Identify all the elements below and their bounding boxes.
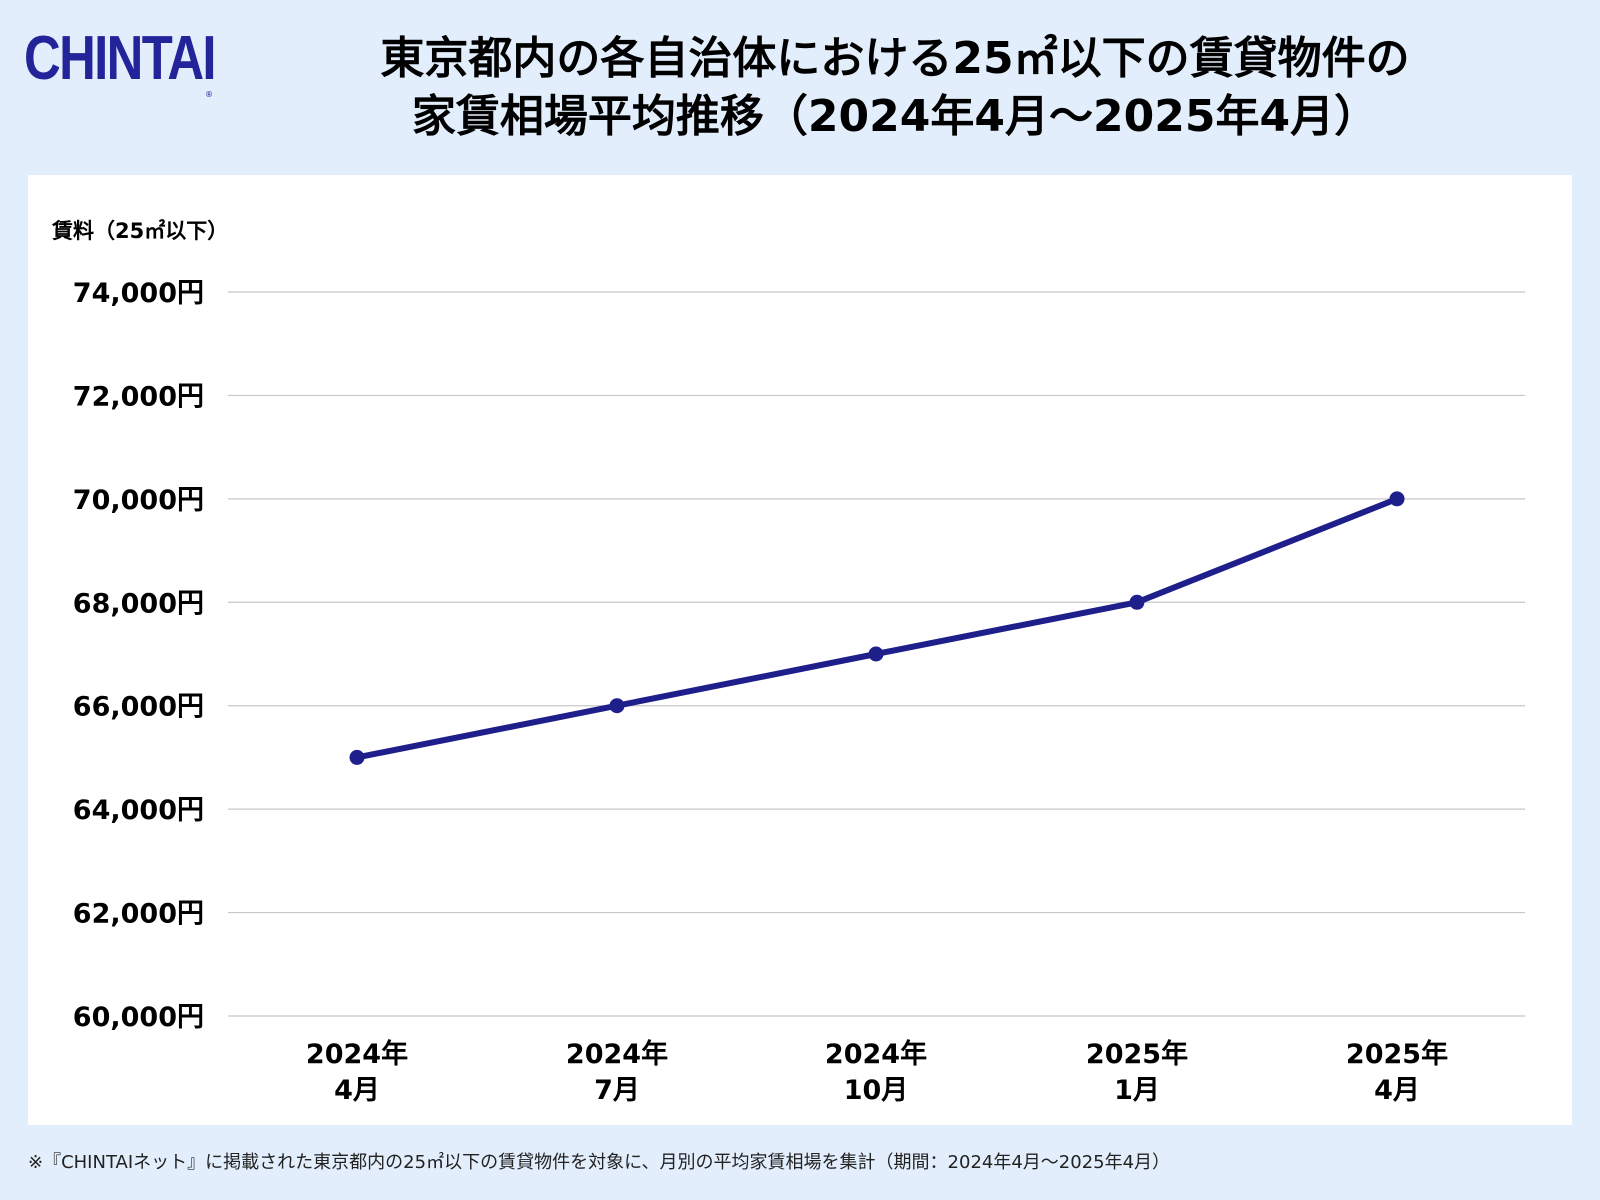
x-tick-label-month: 4月	[1374, 1075, 1420, 1106]
data-point	[609, 698, 625, 714]
x-tick-label-month: 4月	[334, 1075, 380, 1106]
y-tick-label: 70,000円	[73, 485, 204, 516]
chart-title-line2: 家賃相場平均推移（2024年4月〜2025年4月）	[411, 91, 1379, 142]
x-tick-label-month: 10月	[844, 1075, 909, 1106]
y-tick-label: 66,000円	[73, 692, 204, 723]
x-tick-label-year: 2025年	[1346, 1038, 1448, 1070]
y-tick-label: 74,000円	[73, 278, 204, 309]
x-tick-label-year: 2024年	[566, 1038, 668, 1070]
registered-mark: ®	[205, 90, 213, 99]
x-tick-label-month: 1月	[1114, 1075, 1160, 1106]
y-tick-label: 62,000円	[73, 899, 204, 930]
data-point	[1129, 594, 1145, 610]
series-line	[354, 495, 1400, 761]
x-tick-label-year: 2025年	[1086, 1038, 1188, 1070]
chart-title: 東京都内の各自治体における25㎡以下の賃貸物件の 家賃相場平均推移（2024年4…	[230, 30, 1560, 146]
y-tick-label: 72,000円	[73, 381, 204, 412]
chart-title-line1: 東京都内の各自治体における25㎡以下の賃貸物件の	[380, 33, 1410, 84]
chintai-logo: CHINTAI	[24, 24, 217, 93]
chart-panel	[28, 175, 1572, 1125]
y-tick-label: 68,000円	[73, 588, 204, 619]
footnote: ※『CHINTAIネット』に掲載された東京都内の25㎡以下の賃貸物件を対象に、月…	[28, 1152, 1171, 1173]
data-point	[349, 749, 365, 765]
x-tick-label-month: 7月	[594, 1075, 640, 1106]
y-axis-label: 賃料（25㎡以下）	[52, 219, 229, 243]
y-tick-label: 60,000円	[73, 1002, 204, 1033]
data-point	[1389, 491, 1405, 507]
x-tick-label-year: 2024年	[825, 1038, 927, 1070]
data-point	[868, 646, 884, 662]
x-tick-label-year: 2024年	[306, 1038, 408, 1070]
y-tick-label: 64,000円	[73, 795, 204, 826]
